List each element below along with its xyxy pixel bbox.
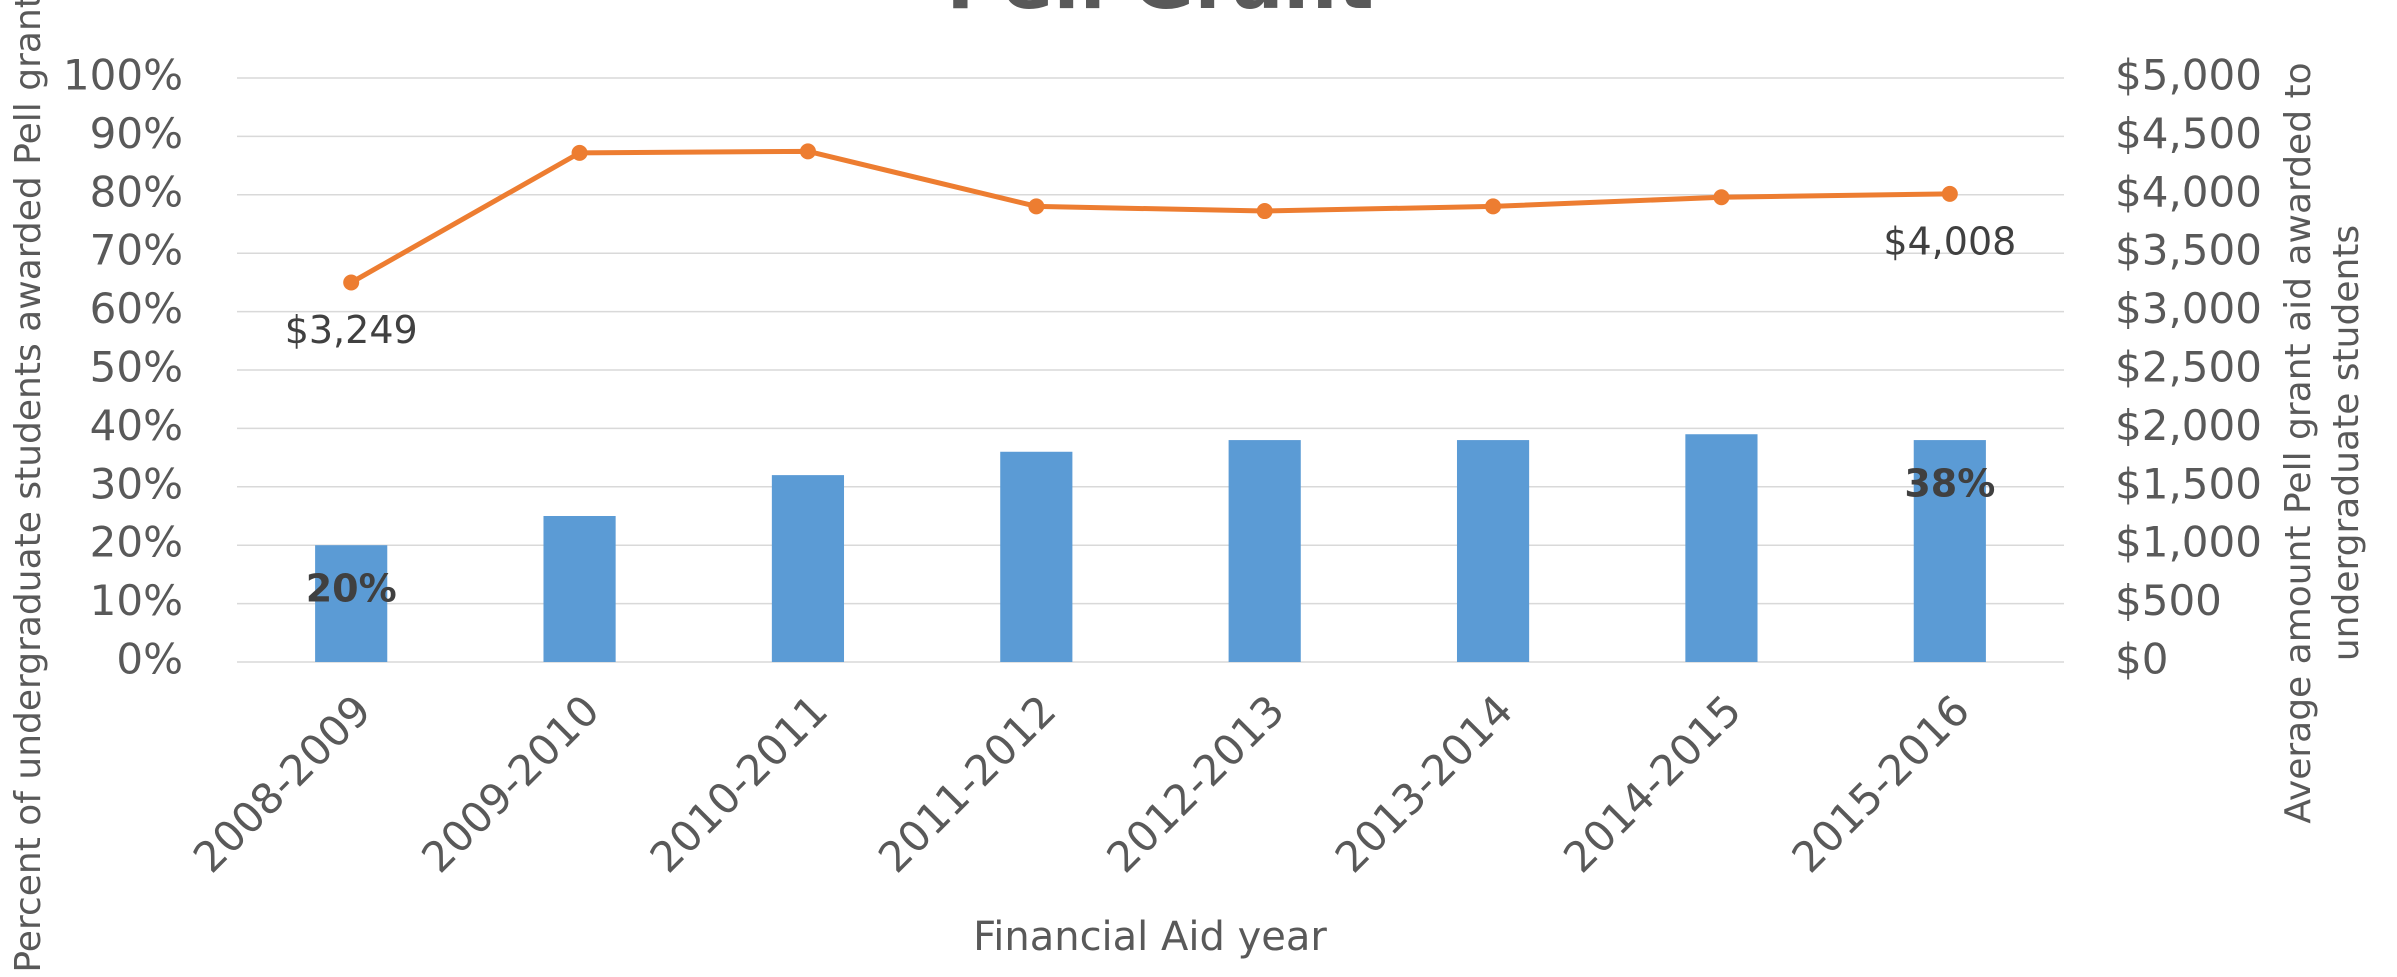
line-point: [1941, 185, 1958, 202]
x-tick-label: 2010-2011: [641, 686, 838, 883]
y-tick-label: 60%: [90, 284, 183, 333]
y-tick-label: 10%: [90, 576, 183, 625]
y-tick-label: 50%: [90, 343, 183, 392]
bar: [1228, 440, 1301, 662]
x-tick-label: 2011-2012: [869, 686, 1066, 883]
y2-tick-label: $4,500: [2115, 109, 2262, 158]
y-tick-label: 90%: [90, 109, 183, 158]
y2-tick-label: $1,000: [2115, 518, 2262, 567]
y2-tick-label: $5,000: [2115, 51, 2262, 100]
x-tick-label: 2012-2013: [1097, 686, 1294, 883]
line-point: [343, 274, 360, 291]
x-tick-label: 2015-2016: [1782, 686, 1979, 883]
x-tick-label: 2013-2014: [1326, 686, 1523, 883]
bar: [771, 475, 845, 662]
y2-tick-label: $4,000: [2115, 167, 2262, 216]
y-tick-label: 80%: [90, 167, 183, 216]
bar: [315, 545, 388, 662]
bar: [1456, 440, 1530, 662]
data-label: $3,249: [285, 308, 418, 352]
x-axis-title: Financial Aid year: [973, 914, 1327, 960]
chart-title: Pell Grant: [946, 0, 1373, 26]
y-tick-label: 20%: [90, 518, 183, 567]
y-tick-label: 30%: [90, 459, 183, 508]
y-tick-label: 100%: [63, 51, 183, 100]
y2-tick-label: $1,500: [2115, 459, 2262, 508]
data-label: 20%: [306, 567, 397, 611]
y-tick-label: 40%: [90, 401, 183, 450]
x-tick-label: 2009-2010: [412, 686, 609, 883]
line-point: [1256, 203, 1273, 220]
line-point: [799, 143, 816, 160]
bar: [543, 516, 616, 662]
y2-tick-label: $2,000: [2115, 401, 2262, 450]
y-tick-label: 0%: [116, 635, 183, 684]
y2-tick-label: $500: [2115, 576, 2222, 625]
y2-tick-label: $0: [2115, 635, 2168, 684]
y2-tick-label: $3,000: [2115, 284, 2262, 333]
bar: [1913, 440, 1986, 662]
data-label: $4,008: [1883, 219, 2016, 263]
data-label: 38%: [1904, 462, 1995, 506]
line-point: [571, 144, 588, 161]
line-point: [1713, 189, 1730, 206]
x-tick-label: 2008-2009: [184, 686, 381, 883]
bar: [1685, 434, 1758, 662]
y2-tick-label: $2,500: [2115, 343, 2262, 392]
line: [349, 148, 1950, 285]
y2-axis-title: Average amount Pell grant aid awarded to: [2278, 62, 2319, 823]
line-point: [1028, 198, 1045, 215]
x-tick-label: 2014-2015: [1554, 686, 1751, 883]
line-point: [1485, 198, 1502, 215]
y-axis-title: Percent of undergraduate students awarde…: [8, 0, 49, 973]
bar: [1000, 451, 1073, 662]
y-tick-label: 70%: [90, 226, 183, 275]
y2-tick-label: $3,500: [2115, 226, 2262, 275]
y2-axis-title: undergraduate students: [2326, 225, 2367, 661]
